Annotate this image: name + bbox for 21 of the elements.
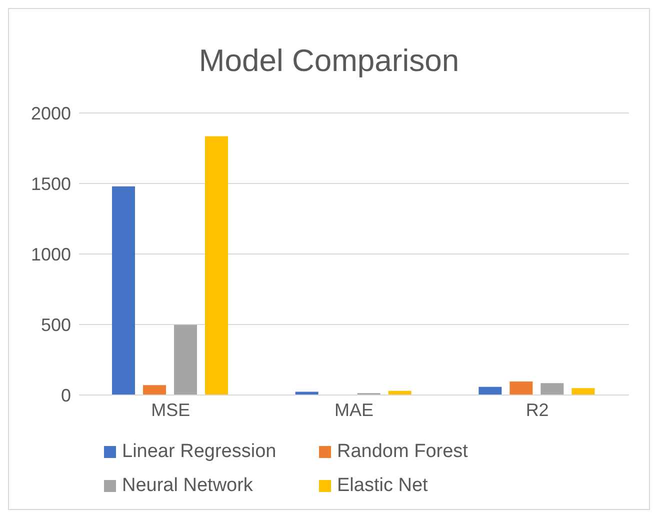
y-tick-label: 1500 <box>30 174 71 194</box>
y-tick-label: 0 <box>60 385 71 406</box>
bar <box>143 385 166 395</box>
legend-label: Elastic Net <box>337 475 428 497</box>
x-tick-label: MAE <box>334 400 374 420</box>
bar <box>205 136 228 395</box>
legend-label: Neural Network <box>122 475 253 497</box>
bar <box>510 381 533 395</box>
bar <box>112 186 135 395</box>
y-tick-label: 2000 <box>30 103 71 124</box>
chart-title: Model Comparison <box>198 42 460 80</box>
y-tick-label: 500 <box>40 314 71 335</box>
bar <box>572 388 595 395</box>
x-tick-label: R2 <box>526 400 549 420</box>
bar <box>540 383 564 395</box>
bar <box>478 386 502 395</box>
x-tick-label: MSE <box>151 400 190 420</box>
legend-label: Linear Regression <box>122 441 276 463</box>
y-tick-label: 1000 <box>30 244 71 264</box>
legend-label: Random Forest <box>337 441 468 463</box>
bar <box>174 324 197 395</box>
